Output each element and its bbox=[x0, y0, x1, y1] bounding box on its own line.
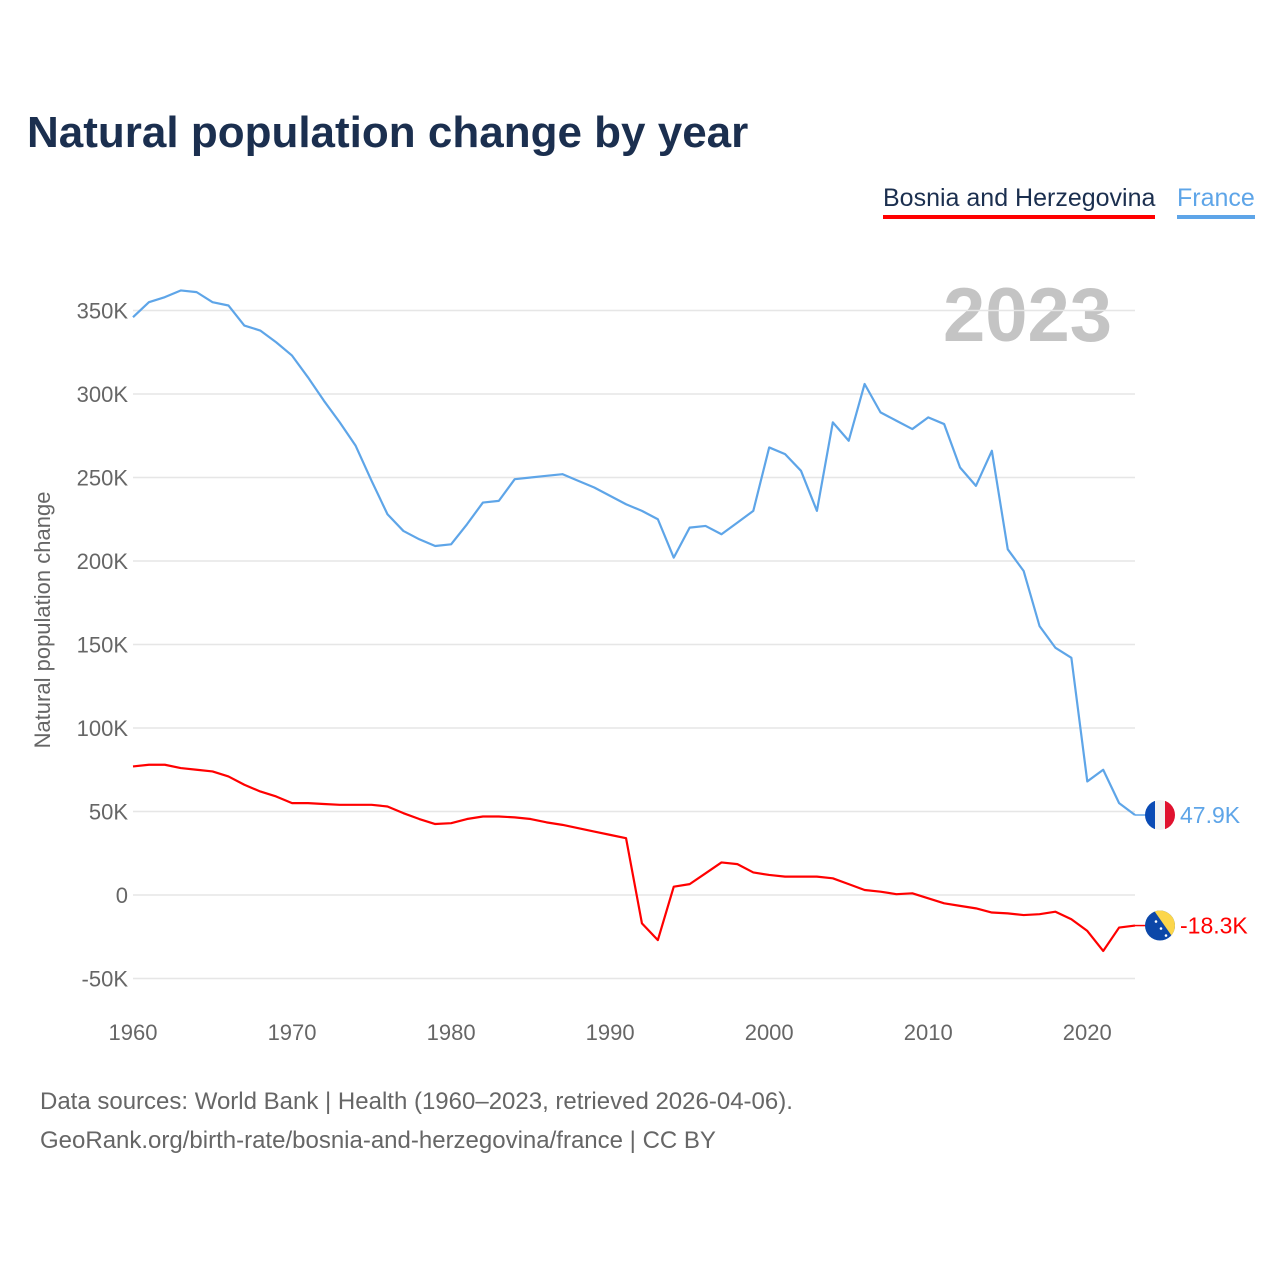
y-tick-label: 300K bbox=[77, 382, 129, 407]
legend-item-france[interactable]: France bbox=[1177, 184, 1255, 219]
end-value-label: 47.9K bbox=[1180, 802, 1241, 828]
x-tick-label: 1960 bbox=[109, 1020, 158, 1045]
y-tick-label: -50K bbox=[82, 967, 129, 992]
series-line-france bbox=[132, 289, 1136, 816]
x-tick-label: 1970 bbox=[268, 1020, 317, 1045]
source-link[interactable]: GeoRank.org/birth-rate/bosnia-and-herzeg… bbox=[40, 1127, 716, 1154]
series-line-bosnia bbox=[132, 763, 1136, 953]
x-tick-label: 2020 bbox=[1063, 1020, 1112, 1045]
y-tick-label: 150K bbox=[77, 633, 129, 658]
x-tick-label: 1990 bbox=[586, 1020, 635, 1045]
year-label: 2023 bbox=[943, 273, 1113, 358]
source-text: Data sources: World Bank | Health (1960–… bbox=[40, 1088, 793, 1115]
y-tick-label: 350K bbox=[77, 299, 129, 324]
bosnia-flag-icon bbox=[1145, 910, 1175, 941]
x-tick-label: 2000 bbox=[745, 1020, 794, 1045]
y-tick-label: 200K bbox=[77, 549, 129, 574]
france-flag-icon bbox=[1145, 800, 1175, 831]
legend-item-bosnia[interactable]: Bosnia and Herzegovina bbox=[883, 184, 1156, 219]
end-value-label: -18.3K bbox=[1180, 913, 1248, 939]
y-tick-label: 0 bbox=[116, 883, 128, 908]
y-tick-label: 100K bbox=[77, 716, 129, 741]
y-tick-label: 250K bbox=[77, 466, 129, 491]
x-tick-label: 2010 bbox=[904, 1020, 953, 1045]
y-tick-label: 50K bbox=[89, 800, 128, 825]
chart-title: Natural population change by year bbox=[27, 108, 749, 157]
x-tick-label: 1980 bbox=[427, 1020, 476, 1045]
